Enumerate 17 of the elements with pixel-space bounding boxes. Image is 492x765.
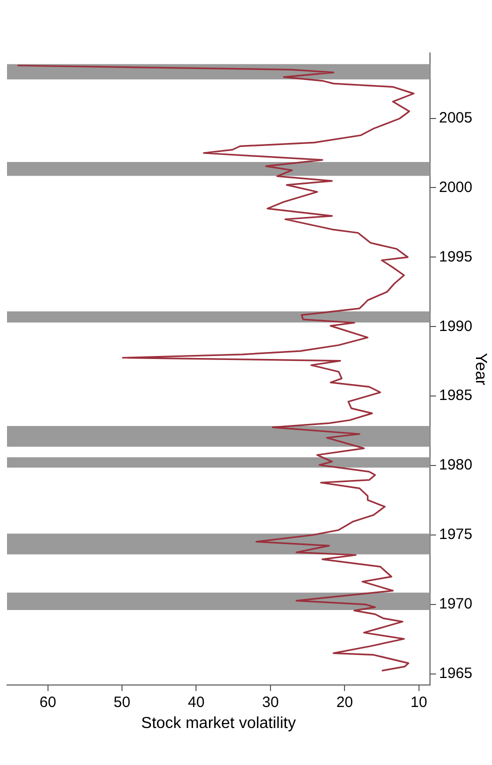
x-axis-title: Stock market volatility bbox=[141, 714, 296, 732]
y-tick-label: 1965 bbox=[439, 665, 472, 682]
y-tick-label: 2005 bbox=[439, 109, 472, 126]
x-tick-label: 40 bbox=[188, 694, 205, 712]
x-tick-label: 10 bbox=[410, 694, 428, 712]
y-tick-label: 1975 bbox=[439, 526, 472, 544]
x-tick-label: 60 bbox=[39, 694, 56, 712]
x-tick-label: 50 bbox=[114, 694, 130, 712]
y-axis-title: Year bbox=[472, 352, 489, 386]
y-tick-label: 2000 bbox=[439, 178, 472, 196]
x-tick-label: 20 bbox=[336, 694, 353, 712]
x-tick-label: 30 bbox=[262, 694, 279, 712]
y-tick-label: 1970 bbox=[439, 596, 472, 613]
y-tick-label: 1995 bbox=[439, 248, 472, 266]
y-tick-label: 1985 bbox=[439, 387, 472, 404]
y-tick-label: 1990 bbox=[439, 318, 472, 335]
y-tick-label: 1980 bbox=[439, 456, 472, 474]
